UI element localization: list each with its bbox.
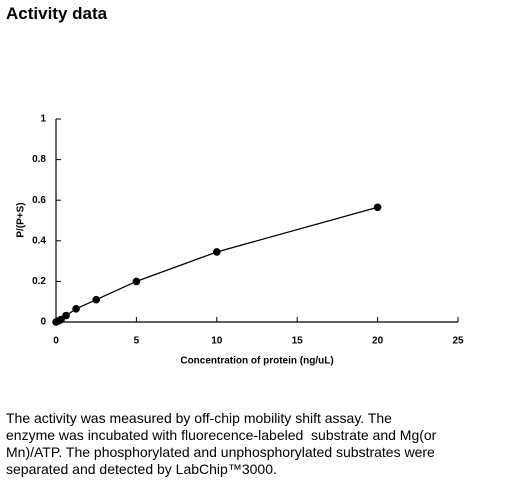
chart: P/(P+S) Concentration of protein (ng/uL)… [16,114,464,367]
x-tick-label: 10 [211,336,223,347]
x-tick-label: 0 [53,336,59,347]
y-tick-label: 0.2 [32,276,46,287]
data-point [62,311,70,320]
x-tick-label: 25 [452,336,464,347]
x-tick-label: 15 [292,336,304,347]
data-point [213,248,221,256]
x-axis-label: Concentration of protein (ng/uL) [180,356,333,367]
y-tick-label: 0.8 [32,154,46,165]
data-point [92,295,100,304]
y-tick-label: 1 [40,114,46,125]
x-tick-label: 20 [372,336,384,347]
data-point [72,305,80,313]
data-point [373,203,382,212]
y-tick-label: 0.4 [32,235,46,246]
heading: Activity data [6,4,108,23]
description-line: The activity was measured by off-chip mo… [6,410,392,426]
y-tick-label: 0.6 [32,195,46,206]
description-line: Mn)/ATP. The phosphorylated and unphosph… [6,444,435,460]
data-point [132,277,141,286]
description-line: separated and detected by LabChip™3000. [6,461,277,477]
x-tick-label: 5 [134,336,140,347]
description: The activity was measured by off-chip mo… [6,410,436,478]
y-axis-label: P/(P+S) [16,202,27,237]
y-tick-label: 0 [40,317,46,328]
data-line [55,206,378,323]
description-line: enzyme was incubated with fluorecence-la… [6,427,437,443]
